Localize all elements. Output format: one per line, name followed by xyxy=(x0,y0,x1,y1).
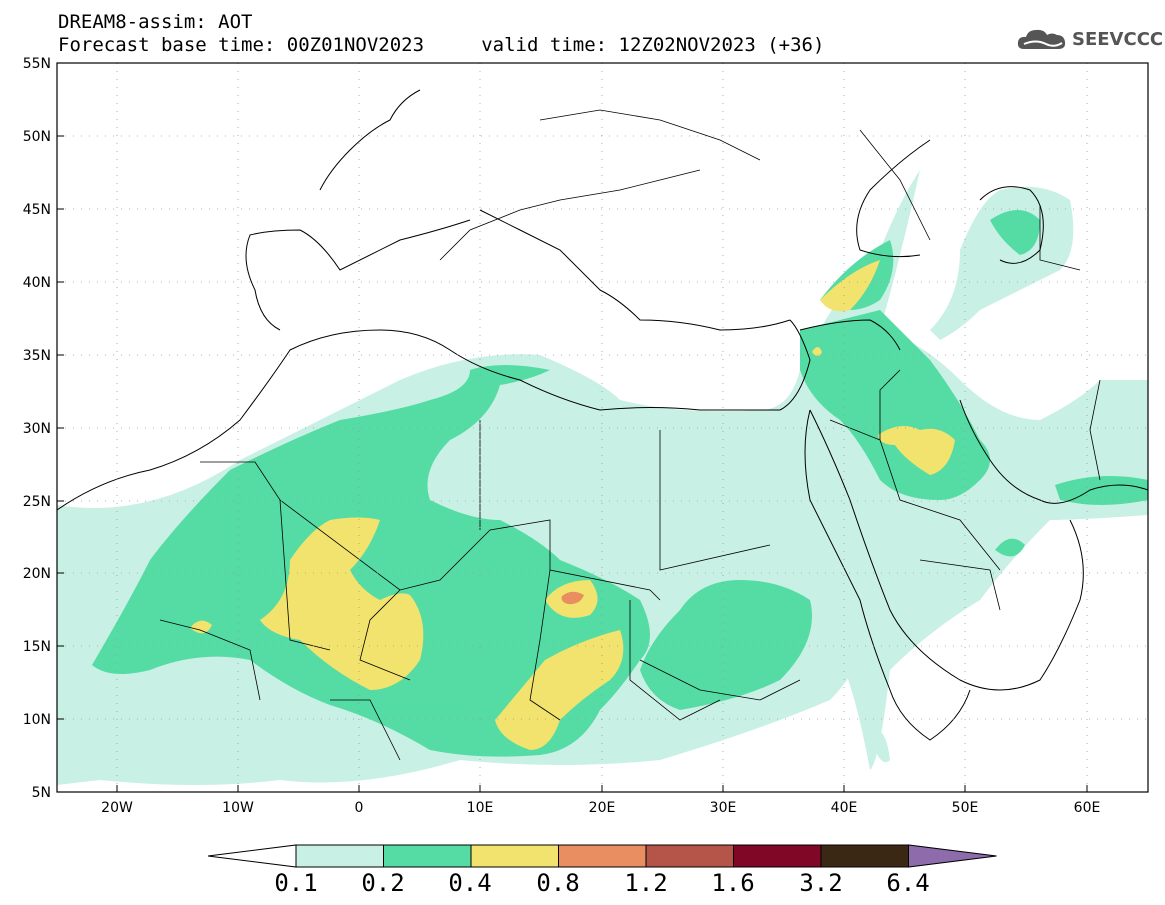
colorbar-label: 3.2 xyxy=(799,869,843,897)
colorbar-segments xyxy=(207,844,997,868)
lat-label: 5N xyxy=(32,785,51,801)
colorbar-label: 0.8 xyxy=(536,869,580,897)
aot-shading xyxy=(57,170,1148,785)
aot-band-0.8-1.2 xyxy=(561,591,584,605)
colorbar-label: 0.4 xyxy=(448,869,492,897)
lat-label: 40N xyxy=(23,275,51,291)
logo-text: SEEVCCC xyxy=(1072,29,1164,50)
colorbar-label: 1.6 xyxy=(711,869,755,897)
colorbar-segment xyxy=(645,844,734,868)
lat-label: 50N xyxy=(23,129,51,145)
colorbar-label: 0.2 xyxy=(361,869,405,897)
lat-label: 55N xyxy=(23,56,51,72)
colorbar-segment xyxy=(295,844,384,868)
colorbar-label: 0.1 xyxy=(274,869,318,897)
colorbar-segment xyxy=(383,844,472,868)
colorbar-label: 6.4 xyxy=(886,869,930,897)
lat-label: 30N xyxy=(23,421,51,437)
lon-label: 30E xyxy=(710,800,737,816)
lat-label: 45N xyxy=(23,202,51,218)
lon-labels: 20W 10W 0 10E 20E 30E 40E 50E 60E xyxy=(101,800,1100,816)
aot-band-0.4-0.8 xyxy=(190,260,955,750)
lon-label: 50E xyxy=(952,800,979,816)
coastlines xyxy=(57,89,1148,741)
lon-label: 10E xyxy=(467,800,494,816)
lat-label: 10N xyxy=(23,712,51,728)
colorbar-segment xyxy=(733,844,822,868)
colorbar-segment xyxy=(820,844,909,868)
cloud-icon xyxy=(1017,29,1066,49)
lon-label: 40E xyxy=(831,800,858,816)
colorbar-label: 1.2 xyxy=(624,869,668,897)
lat-label: 25N xyxy=(23,494,51,510)
chart-title: DREAM8-assim: AOT xyxy=(58,11,253,33)
forecast-times: Forecast base time: 00Z01NOV2023 valid t… xyxy=(58,34,825,56)
lat-label: 20N xyxy=(23,566,51,582)
colorbar-over-triangle xyxy=(908,844,997,868)
lon-label: 20W xyxy=(101,800,133,816)
seevccc-logo: SEEVCCC xyxy=(1016,25,1163,57)
lon-label: 0 xyxy=(355,800,364,816)
lon-label: 60E xyxy=(1074,800,1101,816)
lat-label: 15N xyxy=(23,639,51,655)
country-borders xyxy=(159,109,1101,761)
lon-label: 10W xyxy=(222,800,254,816)
lat-label: 35N xyxy=(23,348,51,364)
colorbar-segment xyxy=(558,844,647,868)
colorbar-under-triangle xyxy=(207,844,297,868)
colorbar-segment xyxy=(470,844,559,868)
lon-label: 20E xyxy=(589,800,616,816)
tick-marks xyxy=(57,62,1088,793)
lat-labels: 55N 50N 45N 40N 35N 30N 25N 20N 15N 10N … xyxy=(23,56,51,801)
